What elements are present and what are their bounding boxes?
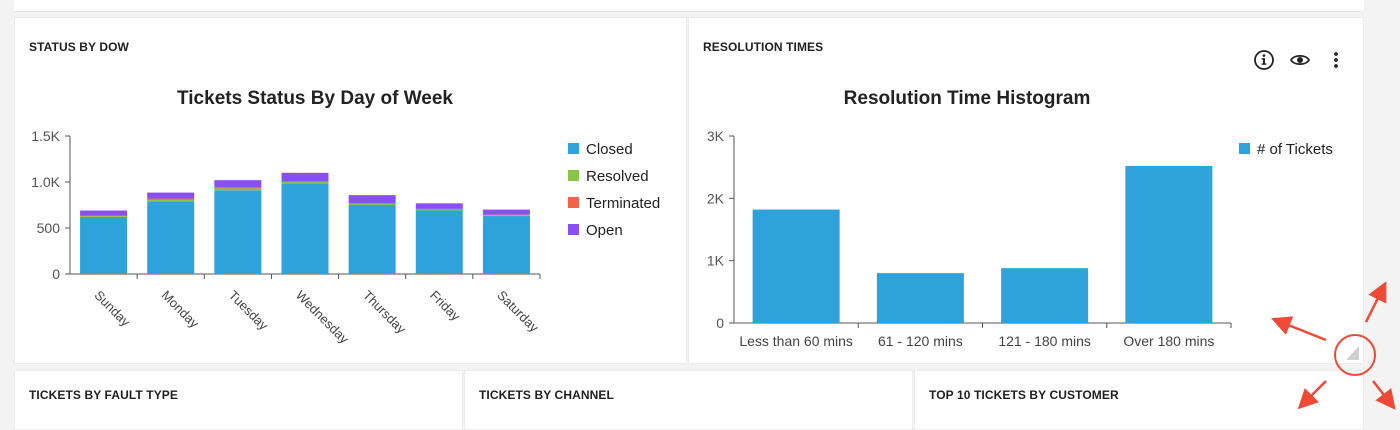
bar-segment-resolved (147, 200, 194, 201)
bar-segment-open (483, 210, 530, 215)
bar-segment-open (416, 203, 463, 209)
bar-segment-resolved (483, 215, 530, 216)
x-tick-label: Monday (159, 288, 203, 332)
legend-swatch (568, 170, 579, 181)
y-tick-label: 500 (37, 220, 61, 236)
x-tick-label: 121 - 180 mins (998, 333, 1091, 349)
bar-segment-terminated (349, 203, 396, 204)
histogram-bar (877, 273, 964, 323)
histogram-bar (1125, 166, 1212, 323)
legend-swatch (568, 197, 579, 208)
x-tick-label: Tuesday (226, 288, 272, 334)
arrow-down-right (1373, 381, 1391, 404)
bar-segment-closed (80, 217, 127, 274)
bar-segment-resolved (214, 188, 261, 190)
top-panel-edge (14, 0, 1364, 12)
chart-title: Tickets Status By Day of Week (177, 88, 453, 109)
tickets-by-fault-type-panel: TICKETS BY FAULT TYPE (14, 370, 463, 430)
legend-swatch (568, 143, 579, 154)
histogram-bar (1001, 268, 1088, 323)
x-tick-label: Friday (427, 288, 463, 324)
panel-title: TOP 10 TICKETS BY CUSTOMER (929, 388, 1119, 402)
legend-swatch (568, 224, 579, 235)
histogram-bar (753, 210, 840, 323)
bar-segment-resolved (282, 182, 329, 183)
y-tick-label: 1.5K (31, 128, 60, 144)
y-tick-label: 3K (707, 128, 725, 144)
bar-segment-resolved (416, 210, 463, 211)
bar-segment-terminated (147, 199, 194, 200)
status-by-dow-panel: STATUS BY DOW Tickets Status By Day of W… (14, 17, 687, 364)
bar-segment-resolved (349, 204, 396, 205)
bar-segment-open (349, 195, 396, 203)
bar-segment-closed (282, 183, 329, 274)
x-tick-label: Wednesday (293, 288, 352, 347)
tickets-by-channel-panel: TICKETS BY CHANNEL (464, 370, 913, 430)
x-tick-label: Over 180 mins (1123, 333, 1214, 349)
x-tick-label: Less than 60 mins (739, 333, 853, 349)
bar-segment-terminated (282, 181, 329, 182)
bar-segment-resolved (80, 216, 127, 217)
y-tick-label: 0 (52, 266, 60, 282)
bar-segment-closed (483, 216, 530, 274)
legend-swatch (1239, 143, 1250, 154)
bar-segment-open (282, 173, 329, 181)
bar-segment-open (80, 211, 127, 216)
bar-segment-closed (349, 205, 396, 274)
top-10-tickets-by-customer-panel: TOP 10 TICKETS BY CUSTOMER (914, 370, 1364, 430)
bar-segment-closed (147, 201, 194, 274)
bar-segment-open (214, 180, 261, 187)
legend-label: # of Tickets (1257, 141, 1333, 158)
status-chart: Tickets Status By Day of Week 0 500 1.0K 1.5… (15, 18, 688, 365)
x-tick-label: Sunday (91, 288, 133, 330)
bar-segment-open (147, 193, 194, 199)
y-tick-label: 1K (707, 253, 725, 269)
legend-label: Closed (586, 141, 633, 158)
y-tick-label: 1.0K (31, 174, 60, 190)
y-tick-label: 0 (716, 315, 724, 331)
bar-segment-closed (416, 211, 463, 274)
bar-segment-terminated (416, 209, 463, 210)
x-tick-label: Thursday (360, 288, 409, 337)
legend-label: Resolved (586, 168, 649, 185)
legend-label: Open (586, 222, 623, 239)
chart-title: Resolution Time Histogram (844, 88, 1091, 109)
panel-title: TICKETS BY CHANNEL (479, 388, 614, 402)
resolution-times-panel: RESOLUTION TIMES Resolution Ti (688, 17, 1364, 364)
y-tick-label: 2K (707, 190, 725, 206)
bar-segment-closed (214, 190, 261, 274)
x-tick-label: Saturday (494, 288, 542, 336)
bar-segment-terminated (214, 187, 261, 188)
panel-title: TICKETS BY FAULT TYPE (29, 388, 178, 402)
resolution-chart: Resolution Time Histogram 0 1K 2K 3K Less tha… (689, 18, 1365, 365)
x-tick-label: 61 - 120 mins (878, 333, 963, 349)
arrow-up-right (1366, 288, 1383, 322)
legend-label: Terminated (586, 195, 660, 212)
